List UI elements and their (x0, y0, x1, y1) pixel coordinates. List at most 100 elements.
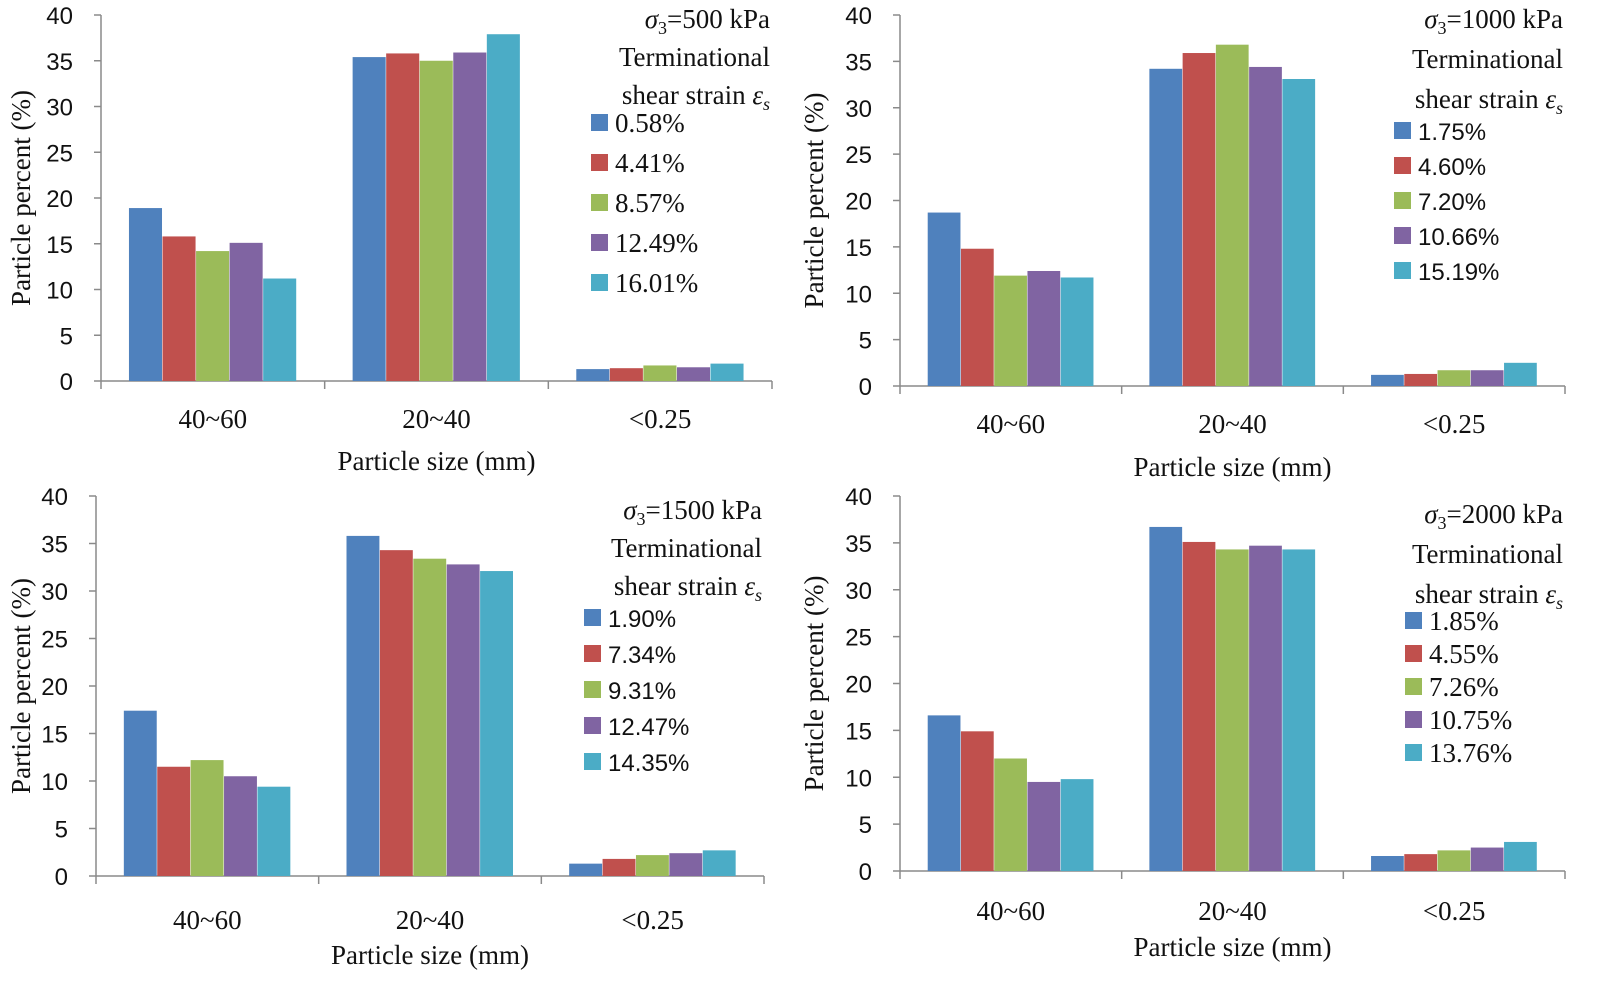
y-tick-label: 0 (60, 369, 73, 396)
legend-label: 12.49% (615, 228, 698, 258)
y-tick-label: 25 (845, 142, 872, 169)
legend-swatch (1394, 157, 1411, 174)
bar (379, 550, 413, 876)
bar (927, 715, 961, 871)
y-tick-label: 20 (845, 672, 872, 699)
bar (602, 858, 636, 876)
y-tick-label: 35 (46, 49, 73, 76)
y-tick-label: 0 (55, 864, 68, 891)
x-tick-label: 40~60 (173, 905, 242, 935)
y-tick-label: 15 (41, 722, 68, 749)
x-axis-label: Particle size (mm) (331, 940, 529, 970)
y-tick-label: 25 (41, 627, 68, 654)
y-tick-label: 5 (60, 323, 73, 350)
bar (1371, 856, 1404, 871)
y-tick-label: 10 (845, 281, 872, 308)
bar (386, 53, 420, 382)
bar (635, 855, 669, 876)
legend-label: 4.60% (1418, 154, 1486, 181)
bar (196, 251, 230, 381)
bar (486, 34, 520, 382)
bar (994, 275, 1027, 386)
legend-label: 10.66% (1418, 224, 1499, 251)
y-tick-label: 20 (41, 674, 68, 701)
y-tick-label: 30 (845, 578, 872, 605)
x-tick-label: 20~40 (396, 905, 465, 935)
bar (257, 786, 291, 876)
bar (1215, 44, 1249, 387)
bar (1282, 549, 1316, 871)
legend-swatch (591, 234, 608, 251)
legend-label: 16.01% (615, 268, 698, 298)
bar (994, 758, 1027, 871)
legend-swatch (1394, 227, 1411, 244)
y-axis-label: Particle percent (%) (6, 90, 36, 306)
bar (1282, 78, 1316, 386)
legend-swatch (591, 274, 608, 291)
legend-swatch (1405, 612, 1422, 629)
bar (669, 853, 703, 876)
chart-panel-1: 0 5 10 15 20 25 30 35 40 40~60 20~40 <0.25 Particle … (0, 0, 790, 480)
x-tick-label: <0.25 (629, 404, 691, 434)
bar (676, 367, 710, 381)
bar (609, 368, 643, 381)
legend-confining-pressure: σ3=1500 kPa (623, 495, 762, 529)
y-tick-label: 35 (845, 49, 872, 76)
y-tick-label: 15 (845, 718, 872, 745)
bar (446, 564, 480, 876)
y-tick-label: 15 (845, 235, 872, 262)
x-tick-label: 20~40 (1198, 896, 1267, 926)
legend-label: 0.58% (615, 108, 685, 138)
y-tick-label: 15 (46, 232, 73, 259)
legend-confining-pressure: σ3=1000 kPa (1424, 4, 1563, 38)
y-axis-label: Particle percent (%) (799, 576, 829, 792)
y-tick-label: 40 (41, 484, 68, 511)
bar (352, 57, 386, 382)
bar (224, 776, 257, 876)
x-tick-label: <0.25 (621, 905, 683, 935)
legend-swatch (584, 609, 601, 626)
y-tick-label: 30 (845, 96, 872, 123)
bar (1249, 545, 1282, 871)
bar (927, 212, 961, 386)
legend-swatch (584, 717, 601, 734)
y-tick-label: 5 (55, 817, 68, 844)
bar (960, 248, 994, 386)
legend-label: 7.20% (1418, 189, 1486, 216)
bar (1371, 374, 1404, 386)
x-axis-label: Particle size (mm) (1134, 452, 1332, 482)
legend-swatch (584, 753, 601, 770)
x-tick-label: <0.25 (1423, 896, 1485, 926)
bar (1182, 541, 1216, 871)
legend-title: shear strain εs (622, 80, 770, 114)
x-tick-label: <0.25 (1423, 409, 1485, 439)
y-tick-label: 5 (859, 812, 872, 839)
y-tick-label: 35 (845, 531, 872, 558)
bar (569, 863, 603, 876)
bar (1404, 854, 1438, 871)
y-tick-label: 35 (41, 532, 68, 559)
legend-title: shear strain εs (1415, 579, 1563, 613)
bar (710, 363, 744, 381)
legend-swatch (1394, 262, 1411, 279)
x-tick-label: 20~40 (402, 404, 471, 434)
bar (1470, 847, 1504, 871)
legend-swatch (591, 194, 608, 211)
x-tick-label: 40~60 (977, 409, 1046, 439)
chart-svg: 0 5 10 15 20 25 30 35 40 40~60 20~40 <0.25 Particle … (799, 484, 1566, 962)
legend-label: 12.47% (608, 714, 689, 741)
bar (1027, 270, 1061, 386)
y-tick-label: 40 (845, 484, 872, 511)
legend-title: shear strain εs (1415, 84, 1563, 118)
x-axis-label: Particle size (mm) (338, 446, 536, 476)
legend-swatch (1405, 678, 1422, 695)
bar (1215, 549, 1249, 871)
y-tick-label: 40 (46, 3, 73, 30)
legend-swatch (584, 681, 601, 698)
legend-confining-pressure: σ3=500 kPa (645, 4, 770, 38)
bar (229, 242, 263, 381)
chart-svg: 0 5 10 15 20 25 30 35 40 40~60 20~40 <0.25 Particle … (799, 3, 1566, 482)
y-axis-label: Particle percent (%) (6, 578, 36, 794)
chart-panel-4: 0 5 10 15 20 25 30 35 40 40~60 20~40 <0.25 Particle … (793, 483, 1605, 989)
